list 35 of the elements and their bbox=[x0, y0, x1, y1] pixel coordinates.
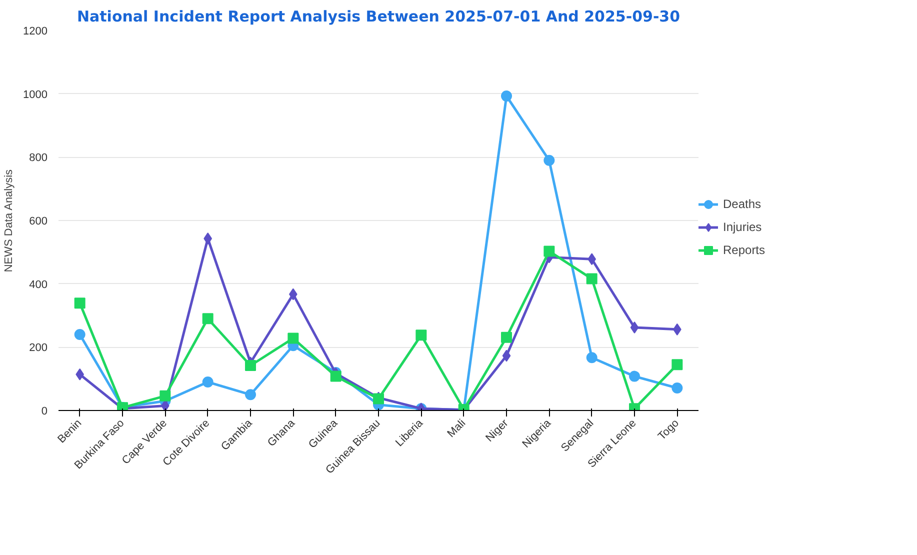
point bbox=[586, 352, 598, 364]
y-tick-label: 400 bbox=[29, 278, 48, 291]
point bbox=[501, 90, 512, 102]
point bbox=[672, 382, 683, 394]
point bbox=[245, 360, 256, 372]
point bbox=[160, 390, 171, 402]
point bbox=[502, 350, 511, 362]
point bbox=[161, 400, 170, 410]
point bbox=[416, 330, 427, 341]
chart-title: National Incident Report Analysis Between 2025-07-01 And 2025-09-30 bbox=[76, 8, 680, 26]
point bbox=[630, 322, 639, 334]
point bbox=[544, 154, 555, 166]
point bbox=[544, 246, 555, 257]
y-tick-label: 600 bbox=[29, 216, 48, 228]
point bbox=[288, 332, 299, 344]
x-tick-label: Togo bbox=[656, 417, 682, 443]
y-tick-label: 800 bbox=[29, 152, 48, 164]
y-tick-label: 0 bbox=[41, 406, 48, 418]
point bbox=[586, 273, 598, 284]
point bbox=[202, 313, 214, 324]
y-tick-label: 1000 bbox=[23, 88, 48, 101]
point bbox=[501, 332, 512, 343]
point bbox=[74, 329, 86, 340]
point bbox=[672, 359, 683, 370]
point bbox=[629, 370, 640, 382]
y-tick-label: 1200 bbox=[23, 26, 48, 38]
legend-label: Deaths bbox=[723, 197, 762, 211]
y-axis-title: NEWS Data Analysis bbox=[3, 168, 16, 272]
legend-label: Injuries bbox=[723, 220, 762, 234]
legend-label: Reports bbox=[723, 243, 766, 257]
point bbox=[245, 389, 256, 400]
point bbox=[74, 298, 86, 309]
point bbox=[202, 376, 214, 388]
y-tick-label: 200 bbox=[29, 342, 48, 354]
point bbox=[330, 370, 342, 382]
